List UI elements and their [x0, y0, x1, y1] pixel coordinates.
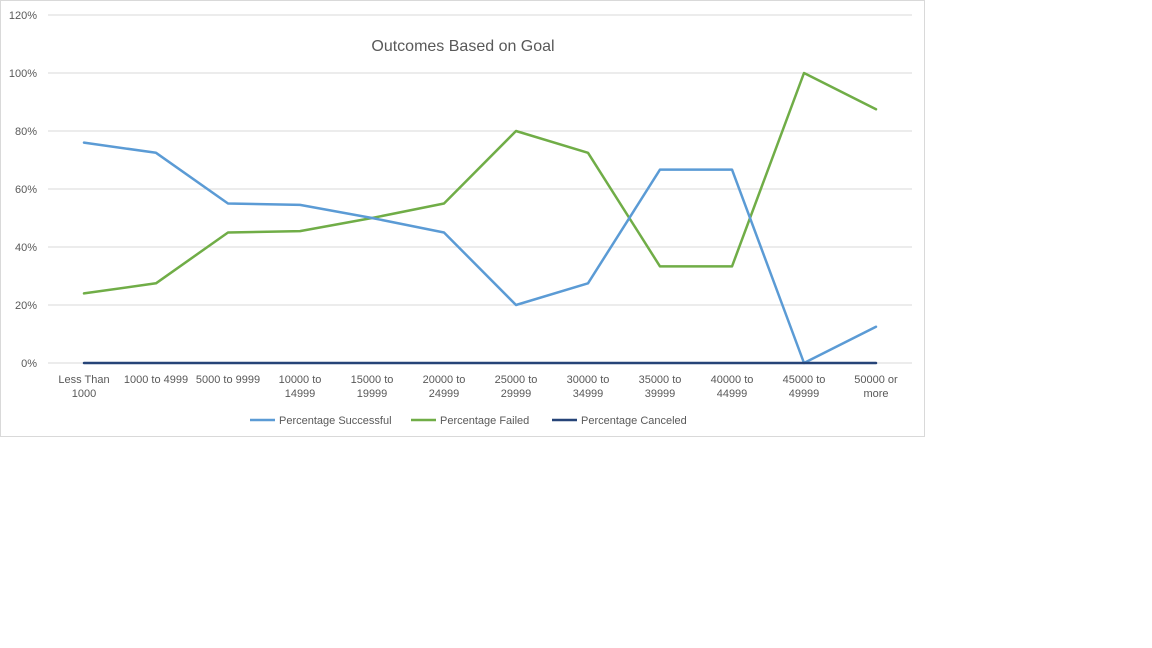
y-tick-label: 0%: [21, 358, 37, 370]
x-tick-label-line: 14999: [285, 388, 316, 400]
x-tick-label-line: 1000: [72, 388, 96, 400]
x-tick-label-line: 24999: [429, 388, 460, 400]
x-tick-label: 40000 to 44999: [711, 374, 754, 400]
y-tick-label: 40%: [15, 242, 37, 254]
y-tick-label: 80%: [15, 126, 37, 138]
x-tick-label-line: Less Than: [58, 374, 109, 386]
x-tick-label-line: more: [863, 388, 888, 400]
y-tick-label: 120%: [9, 10, 37, 22]
x-tick-label-line: 45000 to: [783, 374, 826, 386]
x-tick-label-line: 50000 or: [854, 374, 898, 386]
chart-title: Outcomes Based on Goal: [371, 38, 554, 55]
series-line-percentage-successful: [82, 141, 878, 365]
y-axis: 0% 20% 40% 60% 80% 100% 120%: [9, 10, 37, 370]
x-axis: Less Than 1000 1000 to 4999 5000 to 9999 100…: [58, 374, 898, 400]
x-tick-label: 10000 to 14999: [279, 374, 322, 400]
x-tick-label: 35000 to 39999: [639, 374, 682, 400]
gridlines: [48, 14, 912, 364]
x-tick-label-line: 35000 to: [639, 374, 682, 386]
x-tick-label-line: 20000 to: [423, 374, 466, 386]
y-tick-label: 20%: [15, 300, 37, 312]
y-tick-label: 60%: [15, 184, 37, 196]
x-tick-label-line: 10000 to: [279, 374, 322, 386]
x-tick-label: 30000 to 34999: [567, 374, 610, 400]
x-tick-label-line: 40000 to: [711, 374, 754, 386]
y-tick-label: 100%: [9, 68, 37, 80]
x-tick-label-line: 49999: [789, 388, 820, 400]
x-tick-label-line: 1000 to 4999: [124, 374, 188, 386]
legend-label: Percentage Canceled: [581, 415, 687, 427]
x-tick-label-line: 34999: [573, 388, 604, 400]
x-tick-label: 5000 to 9999: [196, 374, 260, 386]
x-tick-label-line: 30000 to: [567, 374, 610, 386]
x-tick-label: 25000 to 29999: [495, 374, 538, 400]
series-lines: [82, 71, 878, 365]
x-tick-label-line: 39999: [645, 388, 676, 400]
legend-label: Percentage Successful: [279, 415, 392, 427]
x-tick-label-line: 25000 to: [495, 374, 538, 386]
x-tick-label-line: 5000 to 9999: [196, 374, 260, 386]
x-tick-label: 45000 to 49999: [783, 374, 826, 400]
x-tick-label-line: 19999: [357, 388, 388, 400]
x-tick-label-line: 15000 to: [351, 374, 394, 386]
x-tick-label: 50000 or more: [854, 374, 898, 400]
x-tick-label: 15000 to 19999: [351, 374, 394, 400]
legend-label: Percentage Failed: [440, 415, 529, 427]
x-tick-label: 1000 to 4999: [124, 374, 188, 386]
x-tick-label-line: 44999: [717, 388, 748, 400]
x-tick-label-line: 29999: [501, 388, 532, 400]
legend: Percentage Successful Percentage Failed Pe…: [250, 415, 687, 427]
x-tick-label: Less Than 1000: [58, 374, 109, 400]
line-chart: 0% 20% 40% 60% 80% 100% 120% Less Than 1000 1000…: [9, 10, 912, 427]
series-line-percentage-failed: [82, 71, 878, 295]
chart-area: 0% 20% 40% 60% 80% 100% 120% Less Than 1000 1000…: [0, 0, 925, 437]
x-tick-label: 20000 to 24999: [423, 374, 466, 400]
